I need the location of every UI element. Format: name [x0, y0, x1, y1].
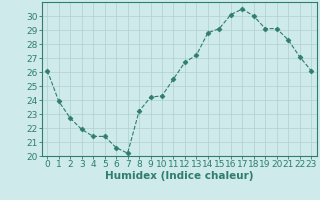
X-axis label: Humidex (Indice chaleur): Humidex (Indice chaleur): [105, 171, 253, 181]
